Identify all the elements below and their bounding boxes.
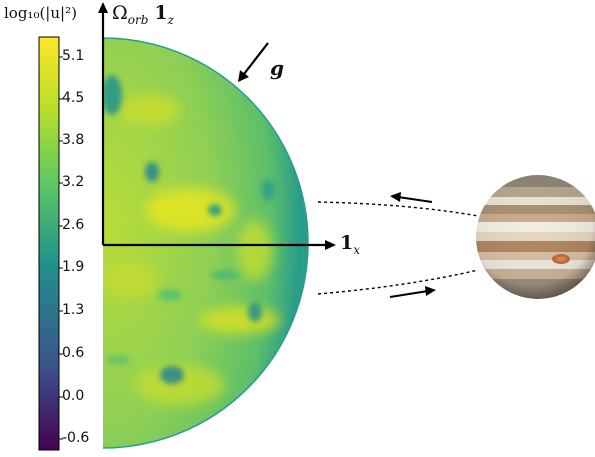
colorbar-tick-label: 4.5 <box>62 90 85 106</box>
colorbar-title: log₁₀(|u|²) <box>4 4 77 22</box>
orbit-lower-path <box>317 269 479 295</box>
hemisphere-outline <box>102 37 309 449</box>
orbit-upper-path <box>317 201 479 217</box>
x-axis-unit-vector: 1 <box>340 232 354 254</box>
colorbar-tick-label: 1.9 <box>62 259 85 275</box>
z-axis-label: Ωorb 1z <box>112 2 174 27</box>
gravity-arrow <box>238 42 269 82</box>
colorbar-tick-label: 5.1 <box>62 48 85 64</box>
colorbar-tick-label: 2.6 <box>62 217 85 233</box>
z-axis-arrow <box>98 2 108 245</box>
colorbar-tick-label: 3.2 <box>62 174 85 190</box>
colorbar-bar <box>38 36 60 451</box>
z-axis-unit-vector: 1 <box>154 2 168 24</box>
hemisphere-field <box>103 38 308 448</box>
orbit-lower-arrow <box>389 286 436 298</box>
jupiter-image <box>476 175 595 299</box>
z-axis-unit-subscript: z <box>167 12 174 27</box>
colorbar-tick-marks <box>59 56 63 440</box>
colorbar-tick-label: 0.0 <box>62 388 85 404</box>
colorbar-tick-label: 0.6 <box>62 345 85 361</box>
colorbar-tick-label: 3.8 <box>62 132 85 148</box>
x-axis-label: 1x <box>340 232 360 257</box>
x-axis-arrow <box>103 240 336 250</box>
gravity-label: g <box>270 56 284 80</box>
x-axis-unit-subscript: x <box>353 242 361 257</box>
colorbar-tick-label: -0.6 <box>62 430 90 446</box>
orbit-upper-arrow <box>390 192 433 203</box>
colorbar-tick-label: 1.3 <box>62 302 85 318</box>
z-axis-omega-subscript: orb <box>127 12 149 27</box>
z-axis-omega: Ω <box>112 2 128 24</box>
